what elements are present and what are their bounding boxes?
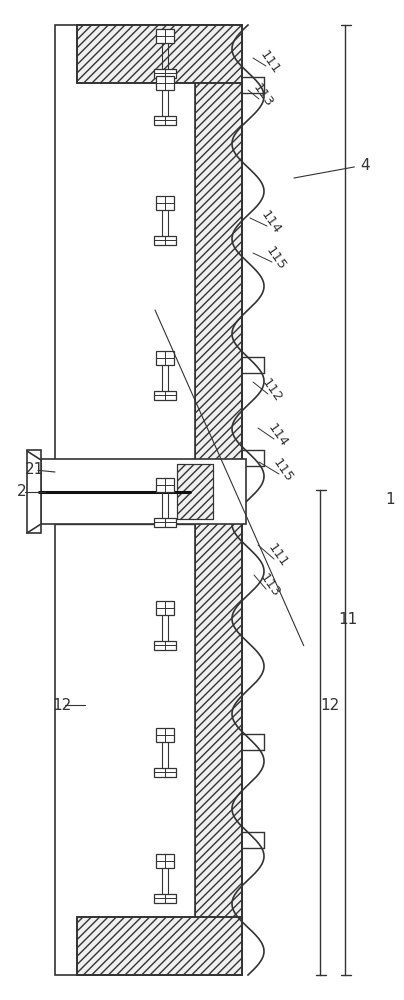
Text: 114: 114: [265, 421, 290, 449]
Bar: [154, 391, 176, 400]
Bar: [156, 478, 174, 492]
Text: 115: 115: [263, 244, 288, 272]
Bar: [156, 728, 174, 742]
Text: 113: 113: [257, 571, 283, 599]
Text: 111: 111: [265, 541, 290, 569]
Bar: [177, 464, 213, 519]
Bar: [154, 69, 176, 78]
Bar: [156, 76, 174, 90]
Bar: [154, 518, 176, 527]
Bar: [55, 25, 195, 975]
Bar: [154, 768, 176, 777]
Bar: [77, 917, 242, 975]
Text: 21: 21: [25, 462, 44, 478]
Text: 2: 2: [17, 485, 27, 499]
Bar: [77, 25, 242, 83]
Bar: [156, 29, 174, 43]
Bar: [177, 464, 213, 519]
Bar: [154, 894, 176, 903]
Bar: [77, 25, 242, 83]
Bar: [154, 641, 176, 650]
Bar: [195, 25, 242, 975]
Text: 12: 12: [53, 698, 72, 712]
Bar: [41, 459, 246, 524]
Text: 112: 112: [259, 376, 285, 404]
Text: 4: 4: [360, 157, 370, 172]
Bar: [156, 854, 174, 868]
Bar: [77, 917, 242, 975]
Text: 111: 111: [257, 48, 283, 76]
Bar: [27, 450, 41, 533]
Text: 11: 11: [339, 612, 358, 628]
Bar: [154, 116, 176, 125]
Bar: [156, 601, 174, 615]
Text: 113: 113: [250, 81, 276, 109]
Bar: [156, 351, 174, 365]
Text: 12: 12: [320, 698, 340, 712]
Text: 1: 1: [385, 492, 395, 508]
Text: 115: 115: [270, 456, 296, 484]
Bar: [195, 25, 242, 975]
Bar: [156, 196, 174, 210]
Text: 114: 114: [259, 208, 284, 236]
Bar: [154, 236, 176, 245]
